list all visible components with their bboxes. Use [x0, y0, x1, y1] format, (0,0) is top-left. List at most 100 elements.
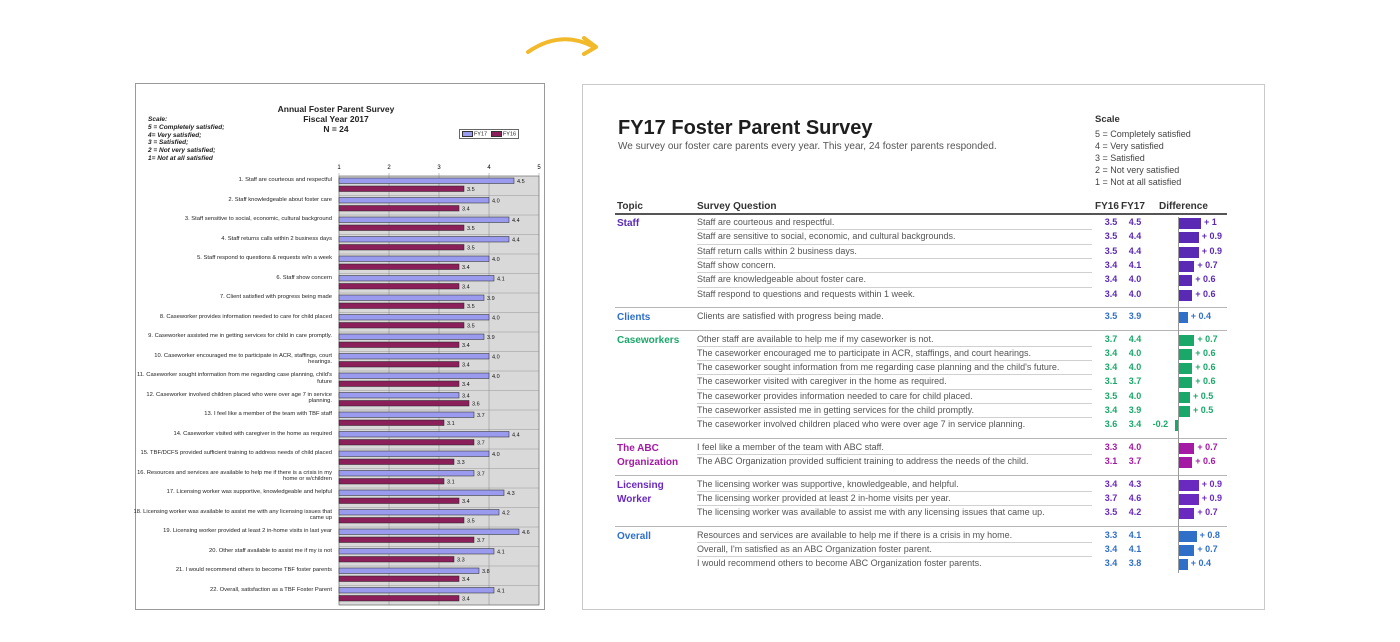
difference-label: + 0.9	[1201, 492, 1223, 503]
scale-line: 1= Not at all satisfied	[148, 154, 213, 162]
difference-label: + 0.6	[1195, 376, 1216, 387]
survey-question: Overall, I'm satisfied as an ABC Organiz…	[697, 544, 932, 554]
fy17-value: 3.8	[1128, 558, 1142, 569]
data-label: 3.4	[462, 363, 470, 369]
fy16-value: 3.6	[1104, 419, 1118, 430]
row-divider	[697, 388, 1092, 390]
category-label: 1. Staff are courteous and respectful	[238, 177, 332, 183]
data-label: 3.5	[467, 304, 475, 310]
data-label: 3.4	[462, 597, 470, 603]
difference-bar	[1179, 530, 1197, 542]
fy16-value: 3.5	[1104, 390, 1118, 401]
difference-label: + 0.6	[1195, 362, 1216, 373]
fy16-value: 3.7	[1104, 333, 1118, 344]
bar-fy16	[338, 185, 465, 192]
data-label: 4.3	[507, 491, 515, 497]
data-label: 3.4	[462, 577, 470, 583]
difference-label: + 0.5	[1193, 405, 1214, 415]
bar-fy16	[338, 341, 460, 348]
row-divider	[697, 490, 1092, 492]
survey-question: The caseworker visited with caregiver in…	[697, 376, 947, 387]
scale-line: 4= Very satisfied;	[148, 131, 202, 139]
difference-bar	[1179, 289, 1193, 301]
category-label: 22. Overall, satisfaction as a TBF Foste…	[209, 586, 332, 593]
fy16-value: 3.5	[1104, 311, 1118, 321]
fy17-value: 4.0	[1128, 441, 1142, 452]
category-label: 14. Caseworker visited with caregiver in…	[173, 430, 332, 437]
bar-fy17	[338, 431, 510, 438]
page-subtitle: We survey our foster care parents every …	[618, 141, 997, 152]
data-label: 3.9	[487, 296, 495, 302]
data-label: 3.5	[467, 187, 475, 193]
header-divider	[615, 213, 1227, 215]
bar-fy16	[338, 224, 465, 231]
category-label: 13. I feel like a member of the team wit…	[204, 411, 332, 417]
left-chart-title: Annual Foster Parent Survey Fiscal Year …	[246, 104, 426, 134]
bar-fy17	[338, 333, 485, 340]
scale-line: 2 = Not very satisfied;	[148, 147, 216, 155]
x-tick-label: 4	[487, 165, 491, 171]
fy17-value: 4.1	[1128, 544, 1142, 554]
group-divider	[615, 525, 1227, 527]
category-label: 2. Staff knowledgeable about foster care	[228, 196, 332, 203]
topic-label: Staff	[617, 218, 640, 229]
fy17-value: 4.0	[1128, 288, 1142, 299]
data-label: 4.1	[497, 589, 505, 595]
fy17-value: 4.1	[1128, 259, 1142, 270]
data-label: 4.0	[492, 452, 500, 458]
data-label: 4.0	[492, 355, 500, 361]
bar-fy17	[338, 236, 510, 243]
zero-axis	[1178, 217, 1179, 573]
bar-fy17	[338, 567, 480, 574]
data-label: 3.3	[457, 558, 465, 564]
data-label: 4.1	[497, 277, 505, 283]
bar-fy16	[338, 458, 455, 465]
fy16-value: 3.5	[1104, 217, 1118, 227]
bar-fy16	[338, 322, 465, 329]
scale-line: Scale:	[148, 116, 168, 123]
difference-label: + 0.7	[1197, 333, 1218, 344]
topic-label: Clients	[617, 312, 651, 323]
redesigned-table-card: FY17 Foster Parent Survey We survey our …	[582, 84, 1265, 610]
survey-question: The caseworker assisted me in getting se…	[697, 405, 974, 415]
category-label: 7. Client satisfied with progress being …	[219, 294, 332, 300]
fy16-value: 3.1	[1104, 376, 1118, 387]
x-tick-label: 3	[437, 165, 441, 171]
data-label: 3.8	[482, 569, 490, 575]
category-label: 5. Staff respond to questions & requests…	[197, 255, 332, 261]
bar-fy17	[338, 548, 495, 555]
fy16-value: 3.1	[1104, 456, 1118, 467]
bar-fy17	[338, 411, 475, 418]
header-fy16: FY16	[1095, 201, 1119, 212]
data-label: 3.7	[477, 472, 485, 478]
survey-question: The caseworker provides information need…	[697, 390, 973, 401]
original-chart-card: Annual Foster Parent Survey Fiscal Year …	[134, 83, 545, 610]
data-label: 4.1	[497, 550, 505, 556]
survey-question: The caseworker encouraged me to particip…	[697, 347, 1032, 358]
bar-fy17	[338, 587, 495, 594]
category-label: 16. Resources and services are available…	[137, 469, 332, 483]
bar-fy16	[338, 263, 460, 270]
fy17-value: 4.0	[1128, 362, 1142, 373]
fy17-value: 3.9	[1128, 405, 1142, 415]
row-divider	[697, 272, 1092, 274]
chart-legend: FY17 FY16	[459, 129, 519, 139]
curved-arrow-icon	[526, 36, 598, 56]
survey-question: The licensing worker was available to as…	[697, 507, 1045, 518]
fy17-value: 3.7	[1128, 456, 1142, 467]
row-divider	[697, 257, 1092, 259]
scale-line: 5 = Completely satisfied	[1095, 129, 1191, 139]
survey-question: Staff respond to questions and requests …	[697, 288, 915, 299]
difference-label: + 0.7	[1197, 544, 1218, 554]
scale-line: 3 = Satisfied	[1095, 153, 1145, 164]
bar-fy16	[338, 380, 460, 387]
bar-fy17	[338, 177, 515, 184]
data-label: 4.0	[492, 199, 500, 205]
bar-fy16	[338, 205, 460, 212]
difference-label: + 0.9	[1201, 231, 1223, 242]
survey-question: Clients are satisfied with progress bein…	[697, 311, 884, 321]
difference-label: + 0.9	[1201, 478, 1223, 489]
left-title-line: Fiscal Year 2017	[303, 114, 369, 124]
fy16-value: 3.5	[1104, 231, 1118, 242]
difference-bar	[1179, 246, 1199, 258]
